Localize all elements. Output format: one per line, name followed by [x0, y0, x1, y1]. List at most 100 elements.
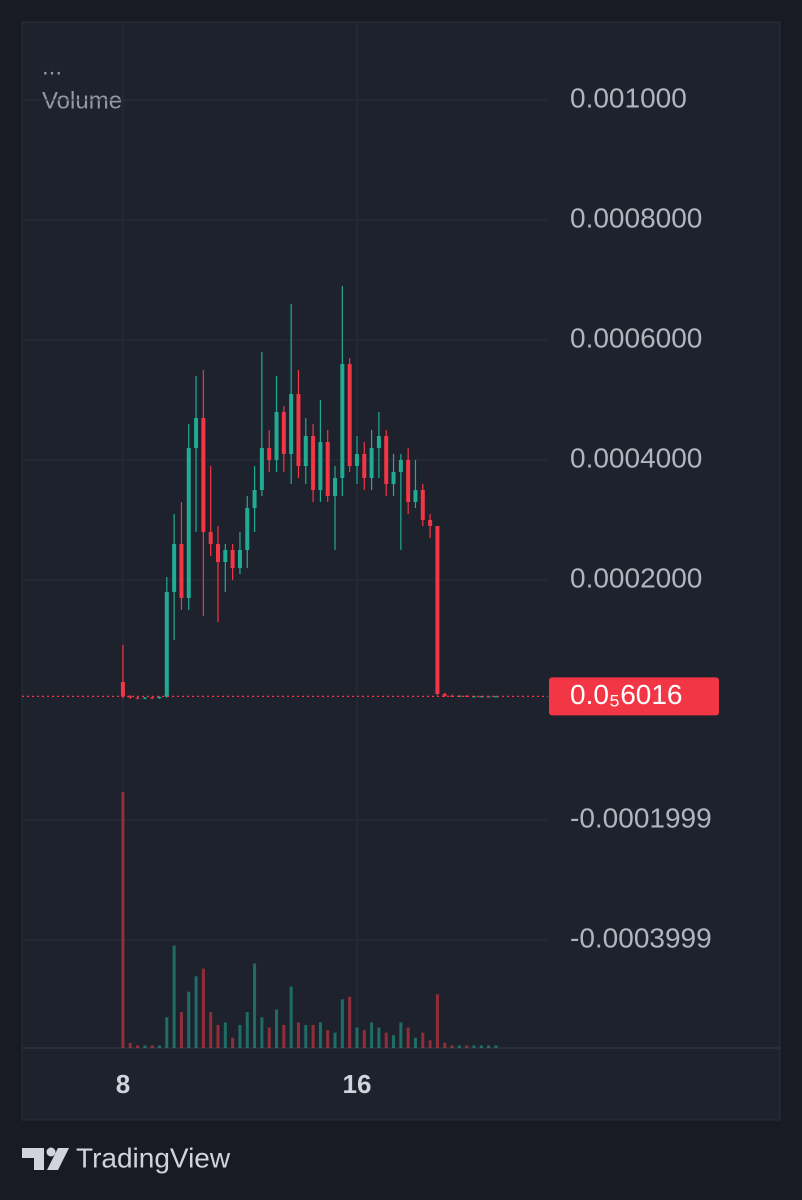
- candle-body: [135, 697, 140, 699]
- volume-bar: [479, 1045, 483, 1048]
- candle-body: [303, 436, 308, 466]
- candle-body: [208, 532, 213, 544]
- candle-body: [406, 460, 411, 502]
- candle-body: [216, 544, 221, 562]
- candle-body: [493, 696, 498, 698]
- candle-body: [245, 508, 250, 550]
- candle-body: [252, 490, 257, 508]
- volume-bar: [406, 1027, 410, 1048]
- volume-bar: [377, 1027, 381, 1048]
- y-tick-label: 0.001000: [570, 82, 687, 113]
- volume-bar: [465, 1045, 469, 1048]
- candle-body: [230, 550, 235, 568]
- volume-bar: [216, 1024, 220, 1048]
- candle-body: [157, 697, 162, 699]
- y-tick-label: 0.0004000: [570, 442, 702, 473]
- volume-bar: [245, 1012, 249, 1048]
- candle-body: [420, 490, 425, 520]
- candle-body: [435, 526, 440, 694]
- brand-logo: [22, 1147, 69, 1170]
- candle-body: [442, 694, 447, 696]
- candle-body: [179, 544, 184, 598]
- volume-bar: [157, 1045, 161, 1048]
- volume-bar: [179, 1012, 183, 1048]
- candle-body: [354, 454, 359, 466]
- volume-bar: [457, 1045, 461, 1048]
- volume-bar: [399, 1022, 403, 1048]
- volume-bar: [275, 1009, 279, 1048]
- volume-bar: [253, 963, 257, 1048]
- volume-bar: [494, 1045, 498, 1048]
- volume-bar: [392, 1035, 396, 1048]
- volume-bar: [223, 1022, 227, 1048]
- y-tick-label: 0.0006000: [570, 322, 702, 353]
- volume-label[interactable]: Volume: [42, 87, 122, 114]
- volume-bar: [201, 968, 205, 1048]
- volume-bar: [348, 996, 352, 1048]
- y-tick-label: 0.0008000: [570, 202, 702, 233]
- volume-bar: [209, 1012, 213, 1048]
- volume-bar: [318, 1022, 322, 1048]
- candles: [120, 286, 498, 700]
- candle-body: [128, 696, 133, 698]
- legend-ellipsis[interactable]: ...: [42, 53, 62, 80]
- volume-bar: [143, 1045, 147, 1048]
- volume-bar: [260, 1017, 264, 1048]
- volume-bar: [413, 1037, 417, 1048]
- volume-bar: [340, 999, 344, 1048]
- candle-body: [259, 448, 264, 490]
- candle-body: [142, 697, 147, 699]
- volume-bar: [421, 1032, 425, 1048]
- volume-bar: [384, 1032, 388, 1048]
- volume-bar: [311, 1024, 315, 1048]
- candle-body: [464, 695, 469, 697]
- candle-body: [194, 418, 199, 448]
- volume-bar: [289, 986, 293, 1048]
- candle-body: [172, 544, 177, 592]
- candle-body: [362, 454, 367, 478]
- volume-bar: [282, 1024, 286, 1048]
- chart-panel: [21, 21, 781, 1121]
- candle-body: [289, 394, 294, 454]
- candle-body: [384, 436, 389, 484]
- candle-body: [413, 490, 418, 502]
- volume-bar: [165, 1017, 169, 1048]
- candle-body: [186, 448, 191, 598]
- candle-body: [369, 448, 374, 478]
- last-price-label: 0.0₅6016: [570, 679, 683, 710]
- candle-body: [237, 550, 242, 568]
- volume-bar: [121, 792, 125, 1048]
- candle-body: [391, 472, 396, 484]
- x-tick-label: 16: [343, 1069, 372, 1099]
- y-tick-label: -0.0001999: [570, 802, 712, 833]
- volume-bar: [187, 991, 191, 1048]
- volume-bar: [355, 1027, 359, 1048]
- volume-bar: [333, 1032, 337, 1048]
- volume-bar: [443, 1042, 447, 1048]
- candle-body: [347, 364, 352, 466]
- volume-bar: [231, 1037, 235, 1048]
- volume-bar: [362, 1030, 366, 1048]
- volume-bar: [326, 1030, 330, 1048]
- volume-bar: [435, 994, 439, 1048]
- candle-body: [223, 550, 228, 562]
- volume-bar: [296, 1022, 300, 1048]
- brand-name[interactable]: TradingView: [76, 1142, 231, 1173]
- volume-bars: [121, 792, 498, 1048]
- volume-bar: [136, 1045, 140, 1048]
- candle-body: [164, 592, 169, 697]
- candle-body: [325, 442, 330, 496]
- candle-body: [150, 697, 155, 699]
- candle-body: [267, 448, 272, 460]
- candle-body: [376, 436, 381, 448]
- volume-bar: [150, 1045, 154, 1048]
- candle-body: [398, 460, 403, 472]
- y-tick-label: 0.0002000: [570, 562, 702, 593]
- candle-body: [201, 418, 206, 532]
- last-price-badge: [549, 677, 719, 716]
- volume-bar: [238, 1024, 242, 1048]
- volume-bar: [450, 1045, 454, 1048]
- volume-bar: [428, 1040, 432, 1048]
